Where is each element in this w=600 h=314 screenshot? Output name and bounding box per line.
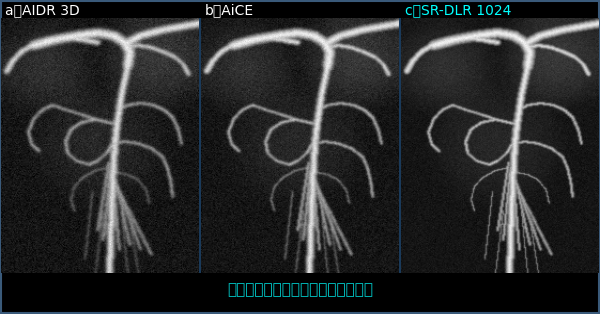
Text: c：SR-DLR 1024: c：SR-DLR 1024 — [405, 3, 511, 17]
Text: 高精細な手術支援ツールとして貢献: 高精細な手術支援ツールとして貢献 — [227, 283, 373, 297]
Text: b：AiCE: b：AiCE — [205, 3, 254, 17]
Text: a：AIDR 3D: a：AIDR 3D — [5, 3, 80, 17]
